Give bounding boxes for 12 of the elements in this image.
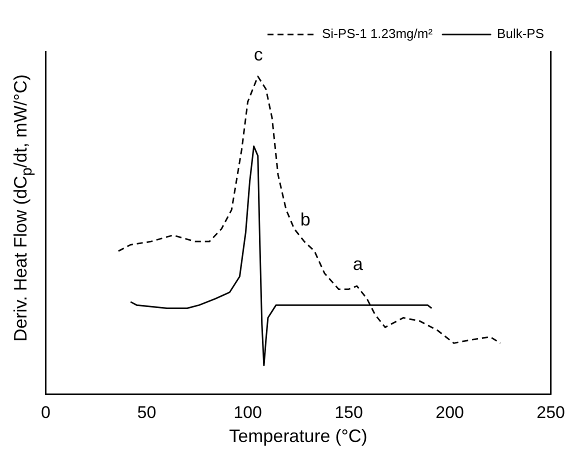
x-tick-label: 50	[137, 402, 156, 422]
legend-label: Si-PS-1 1.23mg/m²	[322, 26, 434, 42]
x-tick-label: 250	[536, 402, 566, 422]
annotation: a	[352, 254, 364, 274]
x-tick-label: 200	[436, 402, 464, 422]
x-tick-label: 0	[40, 402, 50, 422]
x-tick-label: 100	[234, 402, 262, 422]
x-axis-title: Temperature (°C)	[229, 426, 368, 446]
annotation: b	[300, 210, 310, 230]
x-tick-label: 150	[334, 402, 363, 422]
annotation: c	[254, 44, 263, 64]
legend-label: Bulk-PS	[497, 26, 544, 42]
